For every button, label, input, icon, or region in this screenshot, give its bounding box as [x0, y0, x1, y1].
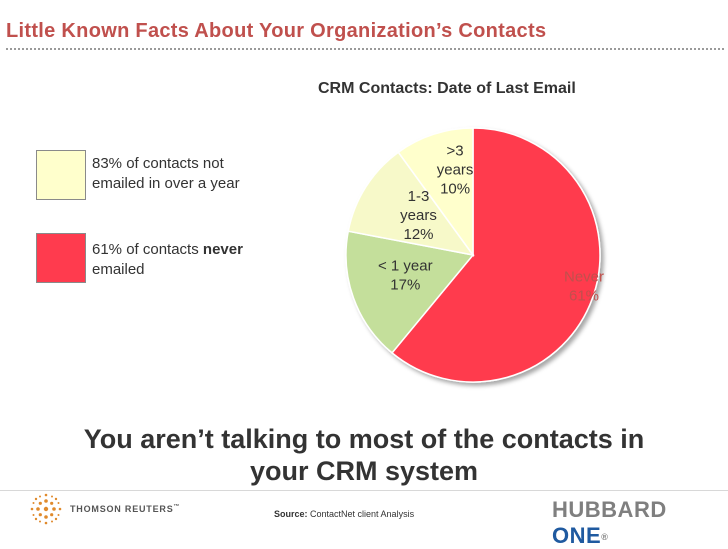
registered-symbol: ® — [601, 532, 609, 543]
legend-emphasis: never — [202, 241, 243, 258]
legend-text-over-a-year: 83% of contacts not emailed in over a ye… — [92, 154, 240, 194]
title-divider — [6, 48, 724, 50]
tagline: You aren’t talking to most of the contac… — [20, 423, 708, 487]
legend-text-never: 61% of contacts never emailed — [92, 240, 243, 280]
legend-line: emailed — [92, 261, 145, 278]
tagline-line: You aren’t talking to most of the contac… — [83, 424, 645, 454]
tagline-line: your CRM system — [249, 456, 479, 486]
pie-chart: Never 61% < 1 year 17% 1-3 years 12%>3 years 10% — [345, 127, 604, 383]
slide-title: Little Known Facts About Your Organizati… — [6, 20, 547, 42]
chart-title: CRM Contacts: Date of Last Email — [318, 80, 576, 97]
pie-slice-1-year — [345, 230, 475, 354]
thomson-reuters-logo-icon — [30, 493, 62, 525]
pie-label-1-3-years: 1-3 years 12% — [400, 188, 437, 243]
legend-swatch-over-a-year — [36, 150, 86, 200]
source-note: Source: ContactNet client Analysis — [274, 509, 414, 519]
pie-slice-3-years — [397, 127, 474, 258]
source-label: Source: — [274, 509, 308, 519]
pie-label-1-year: < 1 year 17% — [378, 257, 433, 293]
trademark-symbol: ™ — [173, 504, 181, 510]
footer-divider — [0, 490, 728, 491]
hubbard-one-logo: HUBBARD ONE® — [552, 497, 728, 549]
pie-label-3-years: >3 years 10% — [437, 142, 474, 197]
thomson-reuters-wordmark: THOMSON REUTERS™ — [70, 504, 180, 514]
legend-line: emailed in over a year — [92, 175, 240, 192]
legend-swatch-never — [36, 233, 86, 283]
pie-slice-never — [390, 127, 601, 383]
one-wordmark: ONE — [552, 523, 602, 548]
thomson-reuters-name: THOMSON REUTERS — [70, 504, 174, 514]
hubbard-wordmark: HUBBARD — [552, 497, 667, 522]
pie-label-never: Never 61% — [564, 269, 604, 305]
pie-slice-1-3-years — [347, 151, 475, 257]
legend-line: 83% of contacts not — [92, 155, 224, 172]
legend-line: 61% of contacts — [92, 241, 203, 258]
source-text: ContactNet client Analysis — [307, 509, 415, 519]
